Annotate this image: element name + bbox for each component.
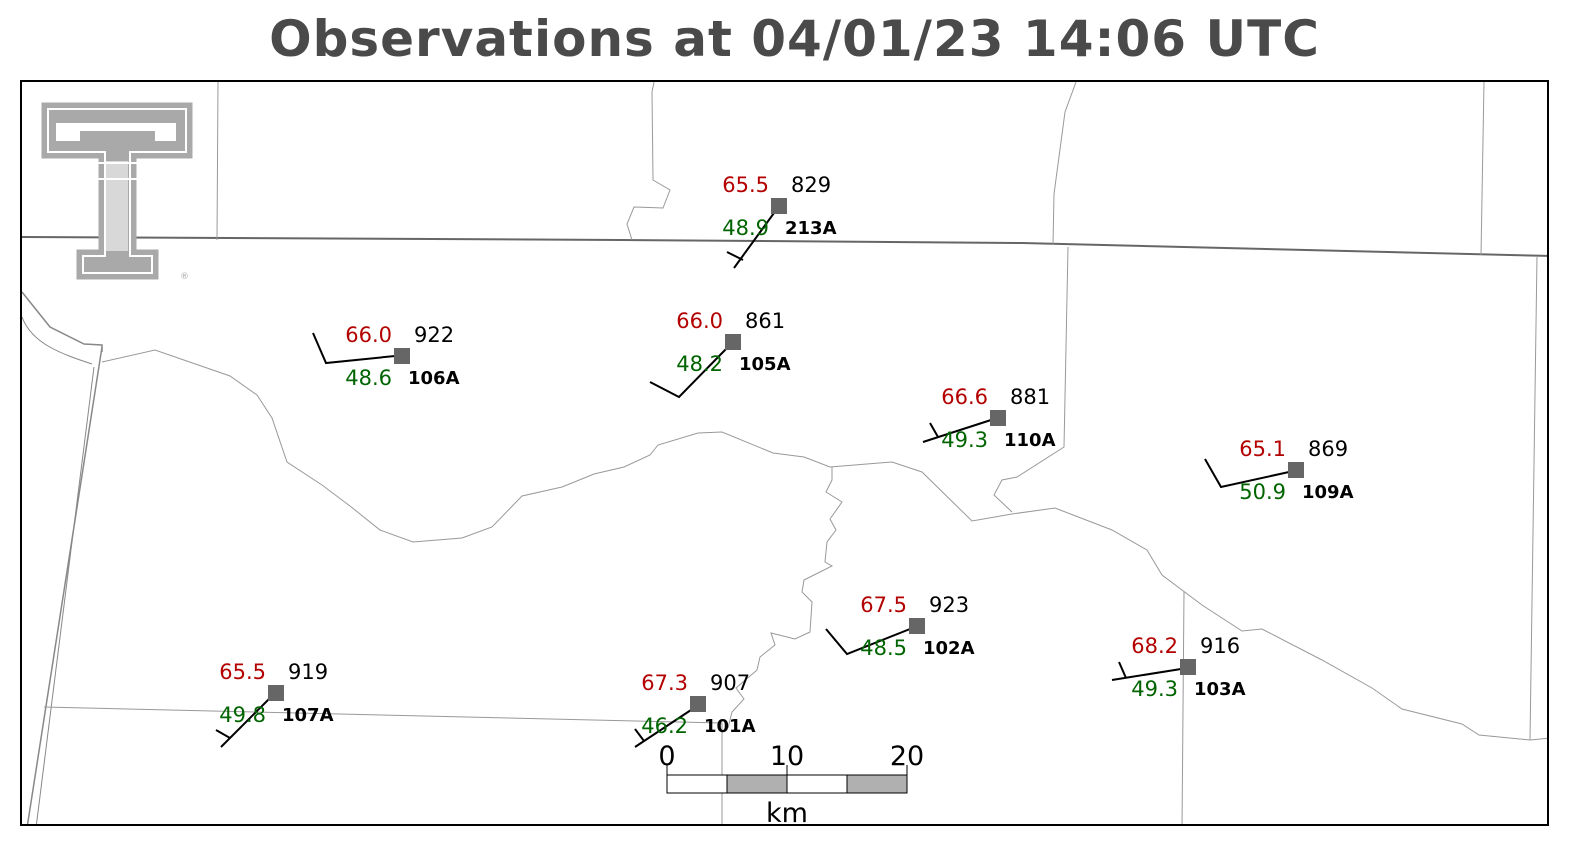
station-marker xyxy=(690,696,706,712)
station-marker xyxy=(909,618,925,634)
station-id-label: 109A xyxy=(1302,482,1354,503)
station-marker xyxy=(1180,659,1196,675)
scale-segment xyxy=(726,774,788,794)
county-line xyxy=(216,82,219,241)
temperature-label: 65.5 xyxy=(722,173,769,197)
wind-barb xyxy=(312,332,396,365)
scale-tick-label: 10 xyxy=(770,741,804,772)
county-line xyxy=(1529,255,1538,741)
pressure-label: 922 xyxy=(414,323,454,347)
station-marker xyxy=(771,198,787,214)
scale-segment xyxy=(846,774,908,794)
logo-registered-mark: ® xyxy=(180,272,189,282)
station-marker xyxy=(990,410,1006,426)
wind-barb xyxy=(649,348,727,399)
river-line xyxy=(727,467,843,729)
station-plot-110A[interactable]: 66.6 881 49.3 110A xyxy=(922,385,1056,452)
dewpoint-label: 50.9 xyxy=(1239,480,1286,504)
county-line xyxy=(22,291,103,352)
station-plot-101A[interactable]: 67.3 907 46.2 101A xyxy=(634,671,756,748)
station-id-label: 106A xyxy=(408,368,460,389)
dewpoint-label: 49.3 xyxy=(941,428,988,452)
boundaries xyxy=(22,82,1547,824)
pressure-label: 907 xyxy=(710,671,750,695)
dewpoint-label: 48.6 xyxy=(345,366,392,390)
county-line xyxy=(626,82,671,241)
station-marker xyxy=(1288,462,1304,478)
station-plot-105A[interactable]: 66.0 861 48.2 105A xyxy=(649,309,791,399)
pressure-label: 916 xyxy=(1200,634,1240,658)
texas-tech-double-t-logo: ® xyxy=(41,102,193,282)
station-id-label: 105A xyxy=(739,354,791,375)
scale-tick-label: 20 xyxy=(890,741,924,772)
logo-stem xyxy=(106,161,128,251)
county-line xyxy=(43,706,723,824)
scale-tick-label: 0 xyxy=(658,741,675,772)
station-plot-103A[interactable]: 68.2 916 49.3 103A xyxy=(1111,634,1246,701)
pressure-label: 869 xyxy=(1308,437,1348,461)
station-plot-102A[interactable]: 67.5 923 48.5 102A xyxy=(825,593,975,660)
river-line xyxy=(101,349,1547,741)
dewpoint-label: 49.3 xyxy=(1131,677,1178,701)
station-id-label: 103A xyxy=(1194,679,1246,700)
map-title: Observations at 04/01/23 14:06 UTC xyxy=(269,10,1320,68)
county-line xyxy=(1181,591,1185,824)
pressure-label: 861 xyxy=(745,309,785,333)
temperature-label: 67.3 xyxy=(641,671,688,695)
scale-unit-label: km xyxy=(766,798,808,826)
temperature-label: 68.2 xyxy=(1131,634,1178,658)
county-line xyxy=(993,246,1069,513)
scale-segment xyxy=(786,774,848,794)
station-id-label: 102A xyxy=(923,638,975,659)
temperature-label: 67.5 xyxy=(860,593,907,617)
dewpoint-label: 48.5 xyxy=(860,636,907,660)
station-id-label: 213A xyxy=(785,218,837,239)
wind-barb xyxy=(1204,458,1290,489)
county-line xyxy=(35,366,95,824)
pressure-label: 919 xyxy=(288,660,328,684)
station-marker xyxy=(394,348,410,364)
county-line xyxy=(22,316,93,365)
map-canvas: ® 65.5 829 48.9 213A 66.0 922 48.6 106A 66.0 861 4… xyxy=(22,82,1547,826)
dewpoint-label: 48.2 xyxy=(676,352,723,376)
station-marker xyxy=(725,334,741,350)
county-line xyxy=(1052,82,1077,246)
pressure-label: 923 xyxy=(929,593,969,617)
temperature-label: 65.5 xyxy=(219,660,266,684)
temperature-label: 65.1 xyxy=(1239,437,1286,461)
dewpoint-label: 49.8 xyxy=(219,703,266,727)
scale-segment xyxy=(666,774,728,794)
logo-inner-outline xyxy=(47,108,187,274)
logo-lower-t xyxy=(67,162,167,180)
dewpoint-label: 48.9 xyxy=(722,216,769,240)
temperature-label: 66.0 xyxy=(676,309,723,333)
station-plot-109A[interactable]: 65.1 869 50.9 109A xyxy=(1204,437,1354,504)
county-line xyxy=(1480,82,1485,256)
wind-barb xyxy=(215,698,270,748)
station-plots: 65.5 829 48.9 213A 66.0 922 48.6 106A 66.0 861 48.… xyxy=(215,173,1354,748)
wind-barb xyxy=(825,628,911,656)
station-id-label: 110A xyxy=(1004,430,1056,451)
station-id-label: 101A xyxy=(704,716,756,737)
state-boundary-line xyxy=(22,236,1547,257)
temperature-label: 66.6 xyxy=(941,385,988,409)
pressure-label: 829 xyxy=(791,173,831,197)
dewpoint-label: 46.2 xyxy=(641,714,688,738)
station-marker xyxy=(268,685,284,701)
county-line xyxy=(26,346,103,824)
station-plot-106A[interactable]: 66.0 922 48.6 106A xyxy=(312,323,460,390)
pressure-label: 881 xyxy=(1010,385,1050,409)
wind-barb xyxy=(1111,661,1182,681)
station-plot-107A[interactable]: 65.5 919 49.8 107A xyxy=(215,660,334,748)
station-plot-213A[interactable]: 65.5 829 48.9 213A xyxy=(722,173,837,269)
wind-barb xyxy=(726,212,775,269)
station-id-label: 107A xyxy=(282,705,334,726)
scale-bar: 0 10 20 km xyxy=(658,741,924,826)
logo-top-t xyxy=(56,123,176,141)
temperature-label: 66.0 xyxy=(345,323,392,347)
map-panel[interactable]: ® 65.5 829 48.9 213A 66.0 922 48.6 106A 66.0 861 4… xyxy=(20,80,1549,826)
wind-barb xyxy=(922,419,992,443)
wind-barb xyxy=(634,709,692,748)
